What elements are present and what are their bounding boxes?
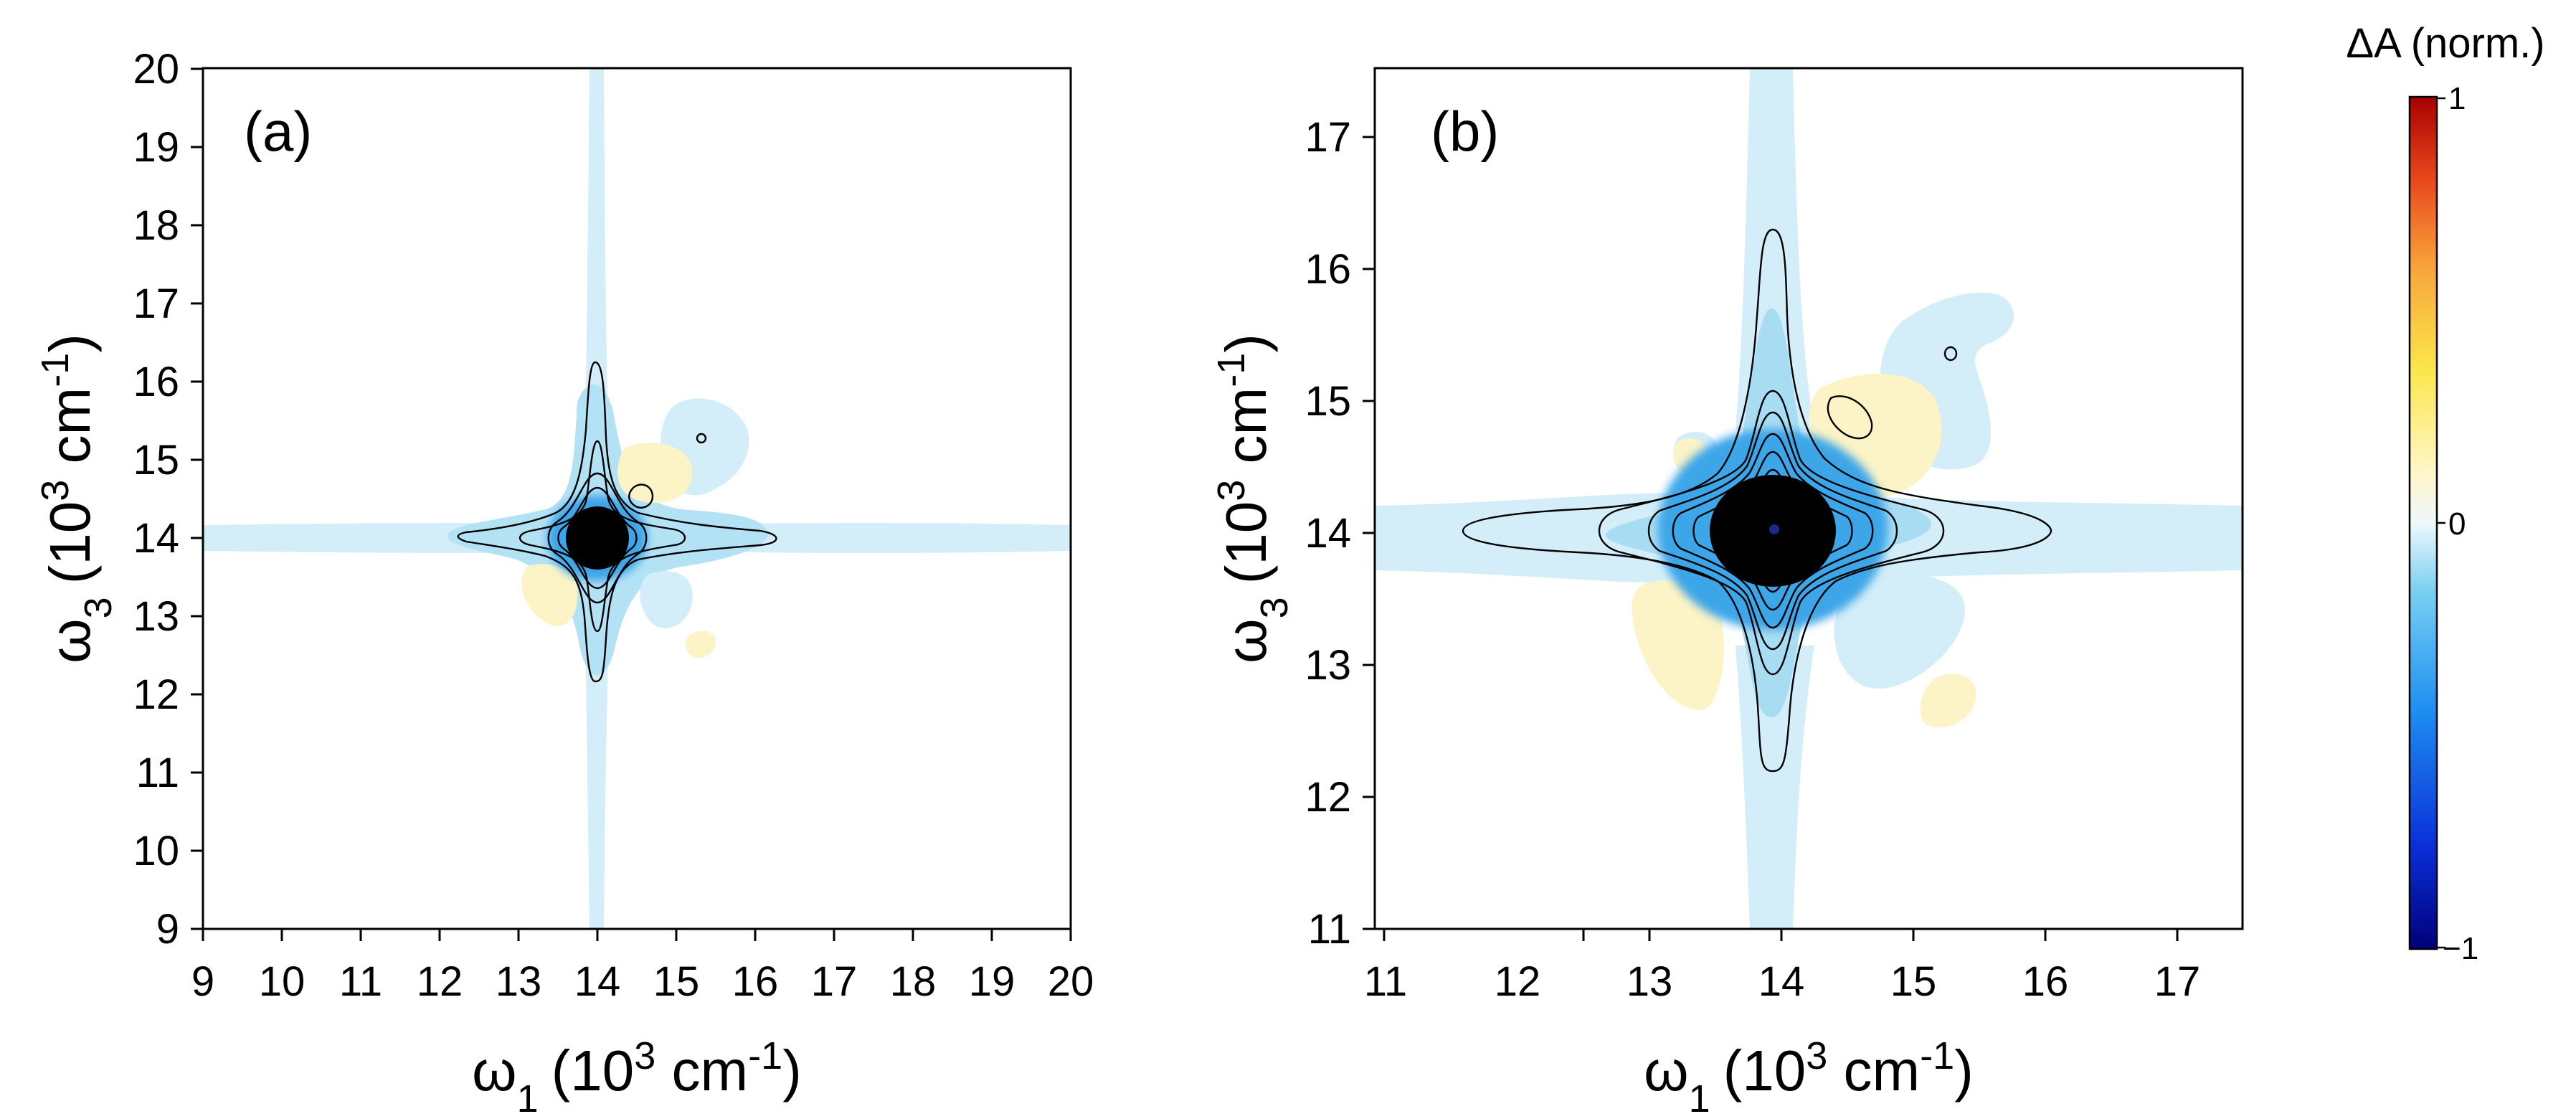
panel-a-xtick-label: 19 [969,958,1015,1005]
panel-a-xtick-label: 16 [732,958,779,1005]
panel-a-x-tick-labels: 9 10 11 12 13 14 15 16 17 18 19 20 [191,958,1094,1005]
panel-a-ytick-label: 12 [133,671,179,718]
panel-b-ytick-label: 17 [1304,114,1351,161]
panel-b-xtick-label: 12 [1495,958,1541,1005]
colorbar-tick-label-max: 1 [2448,81,2466,116]
panel-a-xtick-label: 13 [496,958,542,1005]
panel-a-positive-lobe-upper [617,443,693,503]
panel-a-ytick-label: 18 [133,202,179,249]
panel-a-y-axis-label: ω3(103 cm-1) [34,334,120,664]
panel-a-ytick-label: 13 [133,593,179,640]
panel-b-horizontal-arm [1375,493,2243,583]
panel-b-y-axis-label: ω3(103 cm-1) [1210,334,1296,664]
panel-a: (a) 9 10 11 12 13 14 15 16 17 18 [34,46,1094,1119]
panel-b-lower-right-lobe [1834,574,1965,689]
panel-a-positive-lobe-lower-left [521,564,578,626]
panel-a-ytick-label: 16 [133,359,179,405]
panel-a-xtick-label: 10 [259,958,306,1005]
panel-b-y-tick-labels: 11 12 13 14 15 16 17 [1304,114,1351,953]
panel-a-ytick-label: 17 [133,280,179,327]
panel-a-ytick-label: 9 [156,906,179,953]
panel-a-y-tick-labels: 9 10 11 12 13 14 15 16 17 18 19 20 [133,46,179,953]
panel-b-ytick-label: 16 [1304,246,1351,293]
panel-b-x-axis-label: ω1 (103 cm-1) [1644,1034,1974,1119]
panel-b-y-ticks [1363,136,1375,930]
panel-a-xtick-label: 20 [1048,958,1094,1005]
panel-b-xtick-label: 15 [1890,958,1937,1005]
panel-a-heatmap [203,68,1071,929]
panel-a-ytick-label: 20 [133,46,179,93]
panel-a-y-ticks [191,67,203,930]
panel-b-ytick-label: 13 [1304,642,1351,689]
panel-b: (b) 11 12 13 14 15 16 17 [1210,67,2244,1119]
panel-b-xtick-label: 16 [2022,958,2069,1005]
colorbar: ΔA (norm.) 1 0 −1 [2346,20,2544,966]
panel-a-ytick-label: 15 [133,437,179,483]
panel-a-xtick-label: 9 [191,958,214,1005]
panel-b-ytick-label: 15 [1304,378,1351,425]
panel-a-xtick-label: 12 [417,958,463,1005]
panel-b-heatmap [1375,68,2243,929]
panel-a-xtick-label: 14 [574,958,621,1005]
panel-a-diagonal-peak [566,506,629,570]
panel-a-label: (a) [244,100,312,163]
panel-a-ytick-label: 10 [133,828,179,874]
panel-a-xtick-label: 17 [811,958,858,1005]
panel-b-xtick-label: 17 [2154,958,2201,1005]
colorbar-tick-label-min: −1 [2443,931,2478,966]
panel-b-ytick-label: 14 [1304,510,1351,557]
panel-a-xtick-label: 11 [339,958,382,1005]
panel-b-x-tick-labels: 11 12 13 14 15 16 17 [1364,958,2200,1005]
panel-a-contours [457,361,777,683]
panel-a-horizontal-arm [203,523,1071,553]
panel-b-positive-lobe-lower-left [1632,580,1724,710]
panel-a-x-ticks [202,929,1072,941]
panel-a-ytick-label: 14 [133,515,179,562]
panel-a-ytick-label: 19 [133,124,179,171]
panel-b-xtick-label: 14 [1758,958,1805,1005]
panel-a-lower-right-lobe [640,571,693,628]
colorbar-tick-label-zero: 0 [2448,506,2466,542]
colorbar-ticks [2437,97,2445,949]
colorbar-gradient [2408,95,2438,950]
colorbar-title: ΔA (norm.) [2346,20,2544,67]
panel-b-xtick-label: 11 [1364,958,1407,1005]
panel-b-label: (b) [1431,100,1499,163]
panel-a-vertical-arm [584,68,610,929]
panel-b-peak-center [1769,524,1779,534]
panel-a-positive-lobe-lower-right [685,631,716,658]
panel-b-vertical-arm [1736,68,1814,929]
panel-a-xtick-label: 15 [653,958,700,1005]
panel-a-frame [202,67,1072,930]
panel-b-frame [1373,67,2244,930]
panel-b-ytick-label: 11 [1308,906,1351,953]
panel-b-ytick-label: 12 [1304,774,1351,821]
panel-b-positive-lobe-lower-right [1920,674,1976,728]
panel-a-x-axis-label: ω1 (103 cm-1) [472,1034,802,1119]
panel-b-x-ticks [1383,929,2179,941]
panel-b-xtick-label: 13 [1626,958,1673,1005]
panel-a-ytick-label: 11 [136,750,179,796]
panel-a-xtick-label: 18 [890,958,937,1005]
